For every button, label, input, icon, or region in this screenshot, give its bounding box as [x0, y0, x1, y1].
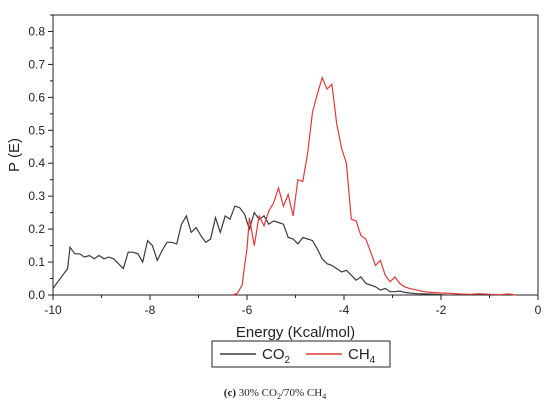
legend: CO2 CH4: [211, 340, 391, 368]
caption-sub-1: 2: [276, 392, 281, 402]
y-tick-label: 0.4: [28, 156, 45, 170]
y-axis-ticks: 0.0 0.1 0.2 0.3 0.4 0.5 0.6 0.7 0.8: [28, 14, 53, 302]
caption-sub-2: 4: [322, 392, 327, 402]
x-tick-label: -6: [242, 303, 253, 317]
y-tick-label: 0.0: [28, 288, 45, 302]
x-tick-label: -8: [145, 303, 156, 317]
figure-caption: (c) 30% CO2/70% CH4: [0, 387, 550, 401]
y-tick-label: 0.8: [28, 24, 45, 38]
x-tick-label: -4: [339, 303, 350, 317]
series-line-co2: [52, 205, 446, 296]
caption-mid: /70% CH: [280, 387, 323, 399]
y-tick-label: 0.5: [28, 123, 45, 137]
y-tick-label: 0.2: [28, 222, 45, 236]
caption-label: (c): [223, 387, 236, 399]
legend-label-subscript: 2: [285, 355, 291, 366]
legend-label-text: CH: [348, 346, 370, 363]
x-tick-label: -2: [436, 303, 447, 317]
legend-label: CO2: [262, 346, 291, 366]
caption-text: 30% CO: [238, 387, 277, 399]
y-tick-label: 0.3: [28, 189, 45, 203]
y-axis-title: P (E): [6, 138, 23, 172]
plot-frame: [52, 14, 539, 296]
legend-label: CH4: [348, 346, 376, 366]
y-tick-label: 0.6: [28, 90, 45, 104]
x-axis-title: Energy (Kcal/mol): [236, 324, 355, 341]
series-lines: [52, 75, 517, 296]
x-tick-label: 0: [535, 303, 542, 317]
y-tick-label: 0.1: [28, 255, 45, 269]
plot-area: [52, 14, 539, 296]
legend-label-text: CO: [262, 346, 285, 363]
x-tick-label: -10: [44, 303, 62, 317]
series-line-ch4: [232, 75, 517, 296]
y-tick-label: 0.7: [28, 57, 45, 71]
legend-label-subscript: 4: [370, 355, 376, 366]
x-axis-ticks: -10 -8 -6 -4 -2 0: [44, 295, 542, 317]
